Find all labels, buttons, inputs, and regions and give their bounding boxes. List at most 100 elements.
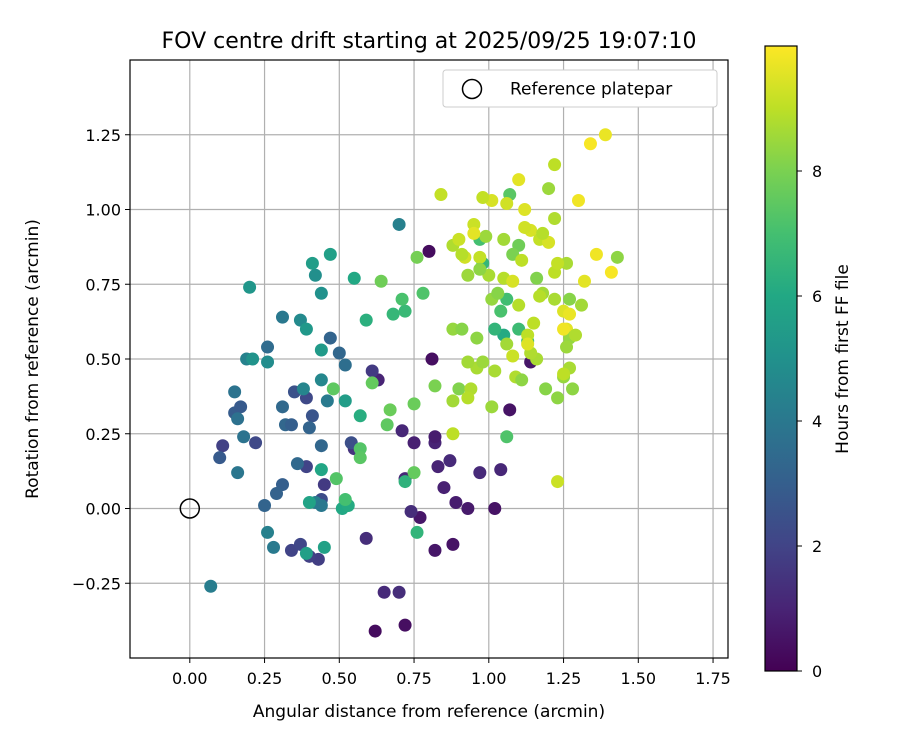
data-point-78 <box>246 352 260 366</box>
data-point-134 <box>551 475 565 489</box>
data-point-107 <box>353 451 367 465</box>
data-point-109 <box>326 382 340 396</box>
data-point-29 <box>216 439 230 453</box>
data-point-56 <box>323 331 337 345</box>
data-point-77 <box>243 280 257 294</box>
data-point-139 <box>512 173 526 187</box>
data-point-46 <box>270 487 284 501</box>
data-point-80 <box>314 343 328 357</box>
data-point-15 <box>395 424 409 438</box>
data-point-144 <box>604 265 618 279</box>
data-point-71 <box>296 382 310 396</box>
data-point-8 <box>437 481 451 495</box>
y-tick-label: 0.25 <box>85 425 121 444</box>
y-tick-label: 0.75 <box>85 275 121 294</box>
data-point-96 <box>398 304 412 318</box>
data-point-193 <box>497 232 511 246</box>
data-point-183 <box>533 289 547 303</box>
data-point-106 <box>353 442 367 456</box>
data-point-198 <box>452 232 466 246</box>
data-point-11 <box>494 463 508 477</box>
x-axis-ticks: 0.00 0.25 0.50 0.75 1.00 1.25 1.50 1.75 <box>172 658 731 688</box>
data-point-63 <box>320 394 334 408</box>
data-point-178 <box>548 211 562 225</box>
colorbar-tick-label: 6 <box>812 287 822 306</box>
data-point-110 <box>365 376 379 390</box>
data-point-41 <box>305 409 319 423</box>
data-point-194 <box>512 298 526 312</box>
legend-label: Reference platepar <box>510 80 672 100</box>
data-point-129 <box>542 182 556 196</box>
data-point-3 <box>428 543 442 557</box>
data-point-125 <box>539 382 553 396</box>
data-point-114 <box>410 250 424 264</box>
data-point-98 <box>488 322 502 336</box>
data-point-155 <box>461 355 475 369</box>
data-point-195 <box>527 316 541 330</box>
data-point-70 <box>392 217 406 231</box>
data-point-82 <box>323 247 337 261</box>
data-point-143 <box>589 247 603 261</box>
data-point-1 <box>398 618 412 632</box>
data-point-90 <box>347 271 361 285</box>
data-point-23 <box>392 585 406 599</box>
data-point-177 <box>536 226 550 240</box>
colorbar-tick-label: 2 <box>812 537 822 556</box>
data-point-133 <box>548 158 562 172</box>
data-point-149 <box>515 253 529 267</box>
x-tick-label: 0.25 <box>247 669 283 688</box>
data-point-95 <box>386 307 400 321</box>
data-point-92 <box>359 313 373 327</box>
data-point-132 <box>560 256 574 270</box>
data-point-200 <box>518 203 532 216</box>
x-tick-label: 1.75 <box>695 669 731 688</box>
data-point-161 <box>446 394 460 408</box>
data-point-58 <box>231 412 245 426</box>
x-tick-label: 1.50 <box>620 669 656 688</box>
data-point-111 <box>407 397 421 411</box>
colorbar-tick-label: 8 <box>812 162 822 181</box>
data-point-53 <box>275 400 289 414</box>
data-point-74 <box>261 355 275 369</box>
data-point-159 <box>455 322 469 336</box>
data-point-2 <box>446 537 460 551</box>
data-point-72 <box>314 373 328 387</box>
data-point-120 <box>494 304 508 318</box>
data-point-87 <box>314 463 328 477</box>
data-point-140 <box>572 194 585 208</box>
data-point-158 <box>446 322 460 336</box>
data-point-206 <box>557 322 571 336</box>
data-point-84 <box>317 540 331 554</box>
data-point-171 <box>473 250 487 264</box>
data-point-54 <box>261 340 275 354</box>
data-point-50 <box>290 457 304 471</box>
data-point-57 <box>338 358 352 372</box>
data-point-9 <box>431 460 445 474</box>
data-point-190 <box>461 268 475 282</box>
data-point-160 <box>452 382 466 396</box>
data-point-7 <box>449 496 463 510</box>
x-tick-label: 0.75 <box>396 669 432 688</box>
data-point-116 <box>380 418 394 432</box>
data-point-112 <box>407 466 421 480</box>
data-point-188 <box>557 367 571 381</box>
data-point-76 <box>314 286 328 300</box>
data-point-59 <box>228 385 242 399</box>
data-point-201 <box>476 191 490 205</box>
legend-marker-open-circle <box>461 78 483 100</box>
data-point-94 <box>410 525 424 539</box>
x-tick-label: 0.00 <box>172 669 208 688</box>
data-point-5 <box>488 502 502 515</box>
data-point-36 <box>249 436 263 450</box>
data-point-126 <box>551 391 565 405</box>
data-point-24 <box>377 585 391 599</box>
x-axis-label: Angular distance from reference (arcmin) <box>253 702 605 722</box>
data-point-115 <box>428 379 442 393</box>
data-point-52 <box>314 439 328 453</box>
y-axis-ticks: −0.25 0.00 0.25 0.50 0.75 1.00 1.25 <box>72 126 130 593</box>
data-point-47 <box>258 499 272 513</box>
colorbar-ticks: 0 2 4 6 8 <box>797 162 822 681</box>
data-point-192 <box>491 286 505 300</box>
data-point-67 <box>261 525 275 539</box>
